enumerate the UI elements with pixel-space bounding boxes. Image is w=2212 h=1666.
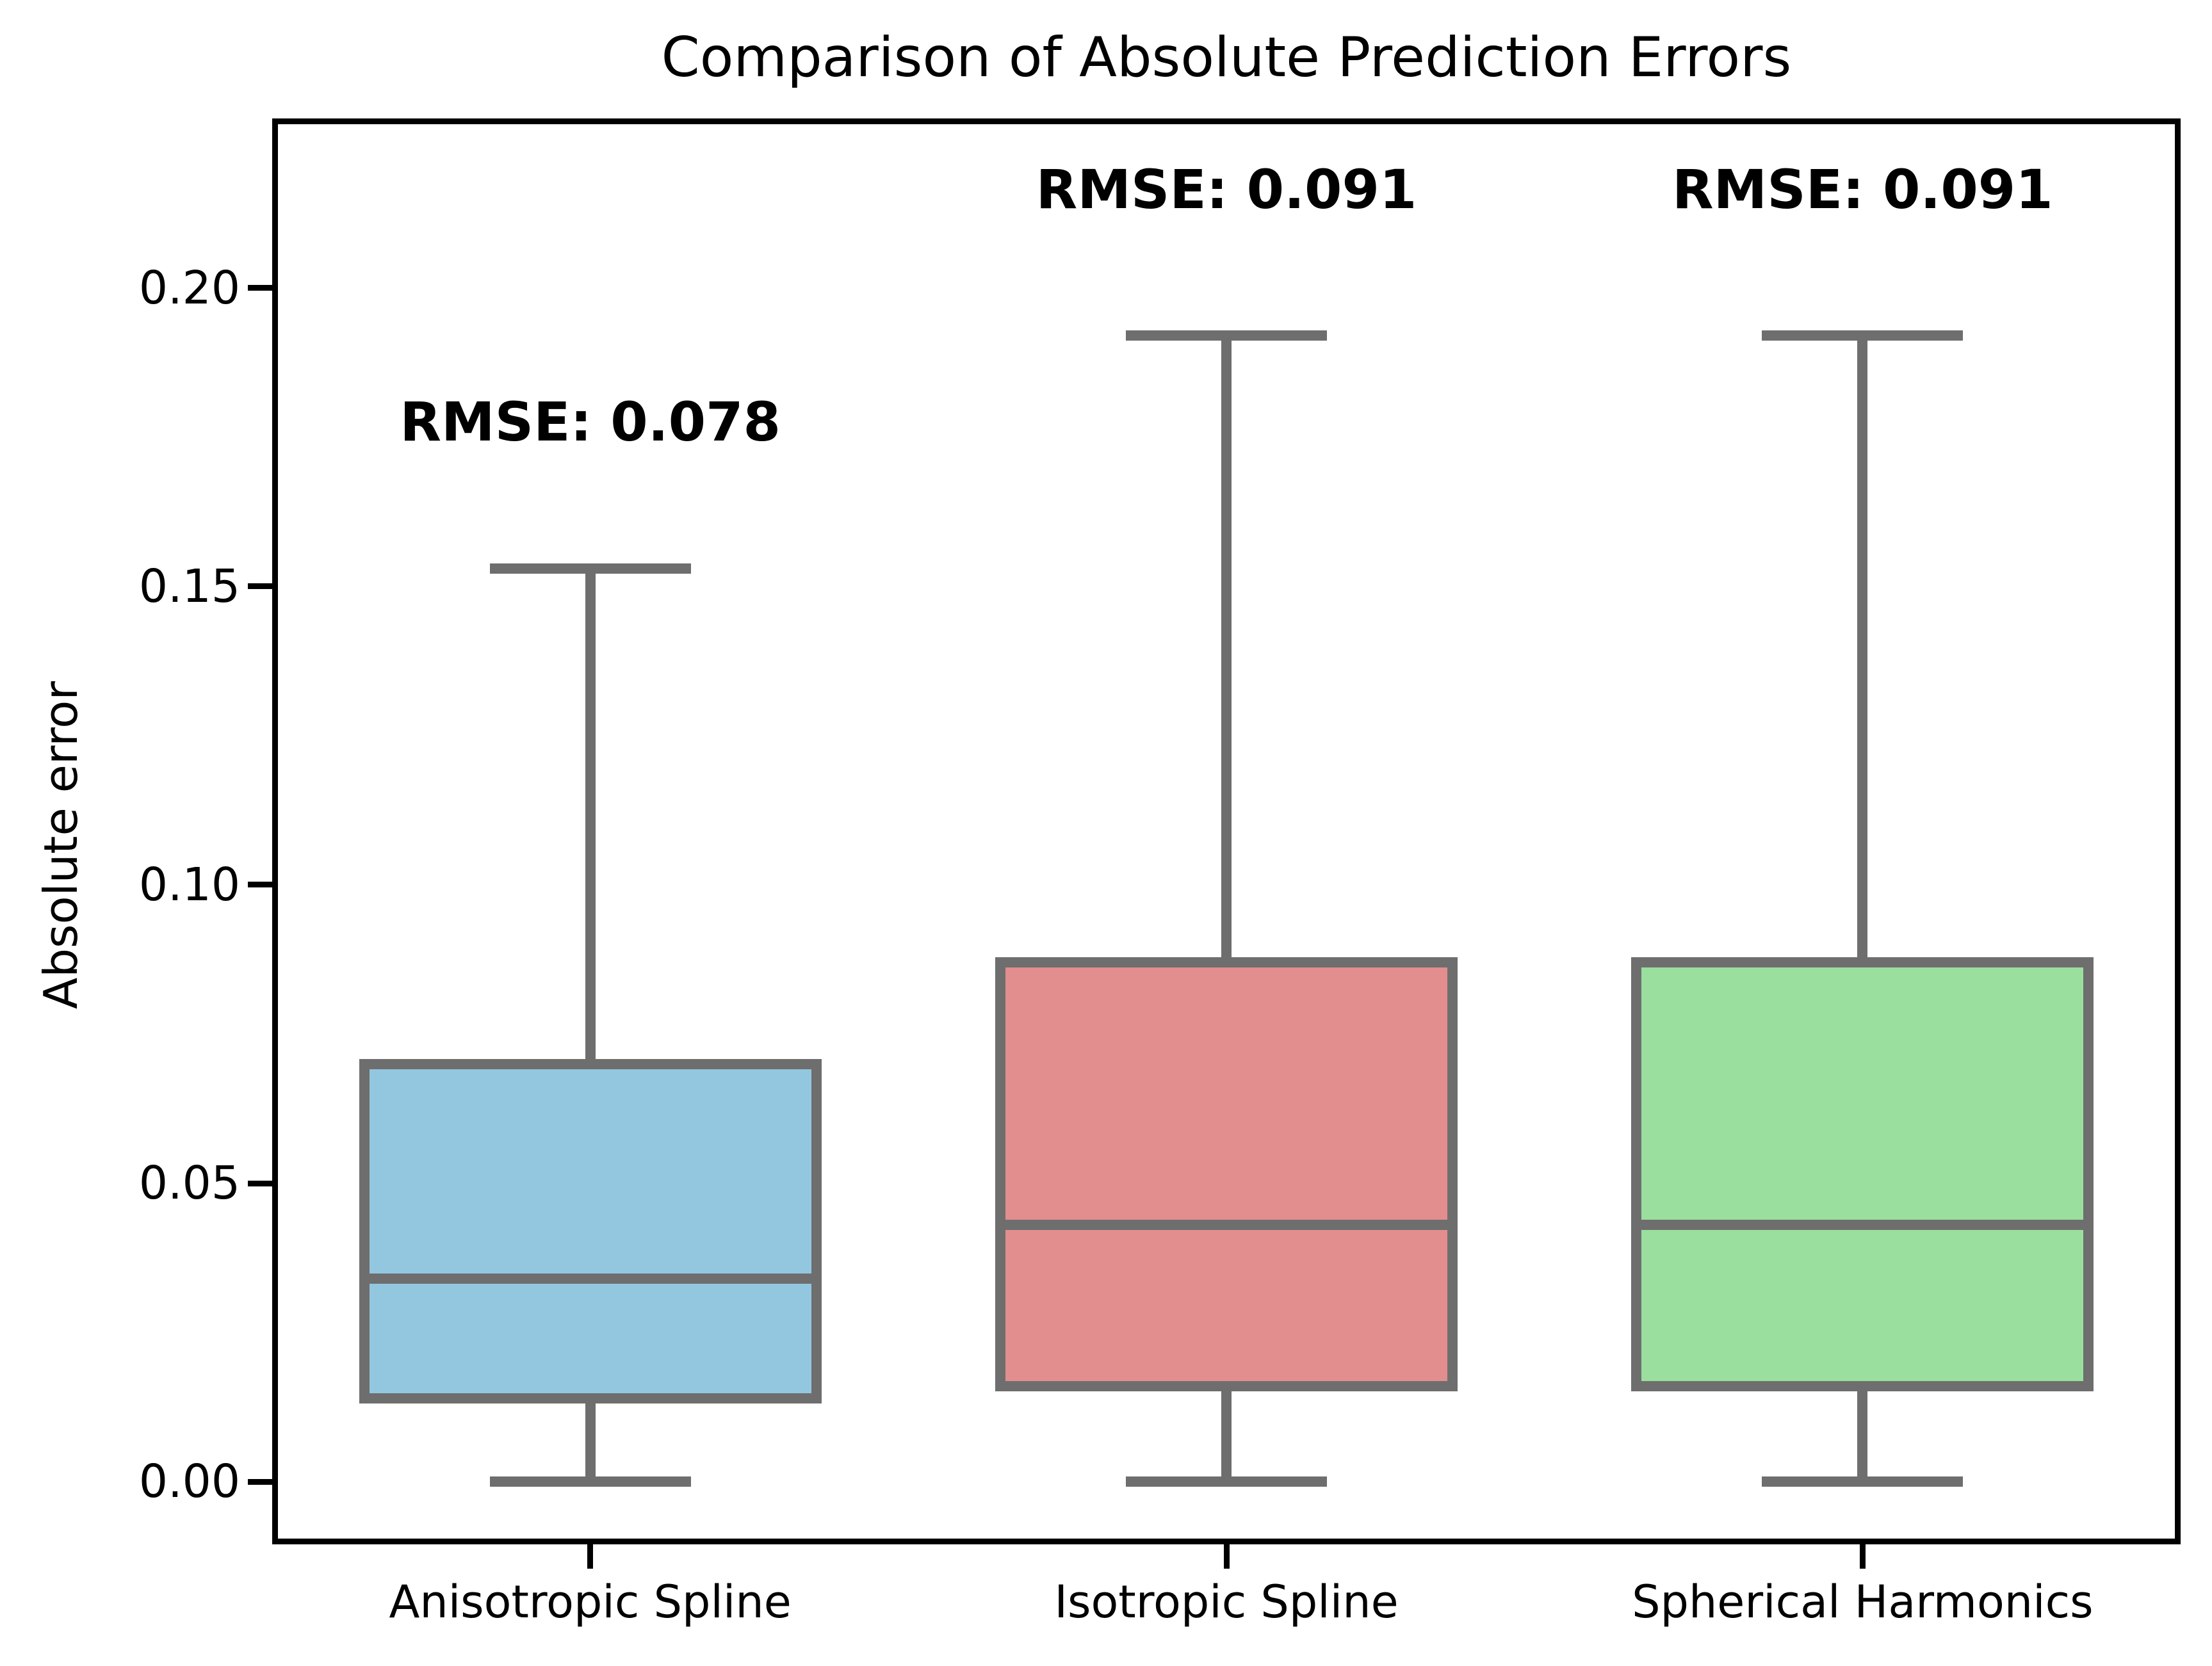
x-tick xyxy=(1223,1544,1230,1569)
median-line xyxy=(1636,1220,2089,1231)
median-line xyxy=(364,1274,817,1284)
y-tick-label: 0.00 xyxy=(138,1455,240,1508)
plot-area xyxy=(272,118,2181,1544)
whisker-upper xyxy=(1857,336,1868,963)
y-tick-label: 0.20 xyxy=(138,261,240,314)
whisker-lower xyxy=(585,1398,596,1482)
rmse-annotation: RMSE: 0.091 xyxy=(1036,158,1417,221)
y-axis-label: Absolute error xyxy=(34,681,88,1009)
x-tick-label: Isotropic Spline xyxy=(1054,1576,1399,1628)
whisker-upper xyxy=(585,568,596,1064)
whisker-cap-upper xyxy=(489,563,691,574)
rmse-annotation: RMSE: 0.091 xyxy=(1671,158,2053,221)
x-tick-label: Spherical Harmonics xyxy=(1632,1576,2094,1628)
whisker-cap-upper xyxy=(1762,330,1964,341)
median-line xyxy=(1000,1220,1452,1231)
whisker-cap-upper xyxy=(1126,330,1327,341)
whisker-cap-lower xyxy=(489,1476,691,1487)
x-tick xyxy=(587,1544,594,1569)
whisker-cap-lower xyxy=(1762,1476,1964,1487)
y-tick-label: 0.15 xyxy=(138,559,240,613)
y-tick xyxy=(248,1478,272,1485)
box-rect xyxy=(995,957,1458,1391)
y-tick xyxy=(248,1180,272,1186)
x-tick xyxy=(1859,1544,1866,1569)
whisker-cap-lower xyxy=(1126,1476,1327,1487)
y-tick-label: 0.10 xyxy=(138,857,240,911)
y-tick xyxy=(248,285,272,291)
y-tick xyxy=(248,882,272,888)
whisker-upper xyxy=(1221,336,1232,963)
rmse-annotation: RMSE: 0.078 xyxy=(400,391,781,454)
y-tick xyxy=(248,583,272,590)
whisker-lower xyxy=(1221,1386,1232,1482)
box-rect xyxy=(359,1058,822,1403)
x-tick-label: Anisotropic Spline xyxy=(389,1576,792,1628)
box-rect xyxy=(1631,957,2094,1391)
chart-title: Comparison of Absolute Prediction Errors xyxy=(661,26,1792,90)
y-tick-label: 0.05 xyxy=(138,1156,240,1210)
whisker-lower xyxy=(1857,1386,1868,1482)
